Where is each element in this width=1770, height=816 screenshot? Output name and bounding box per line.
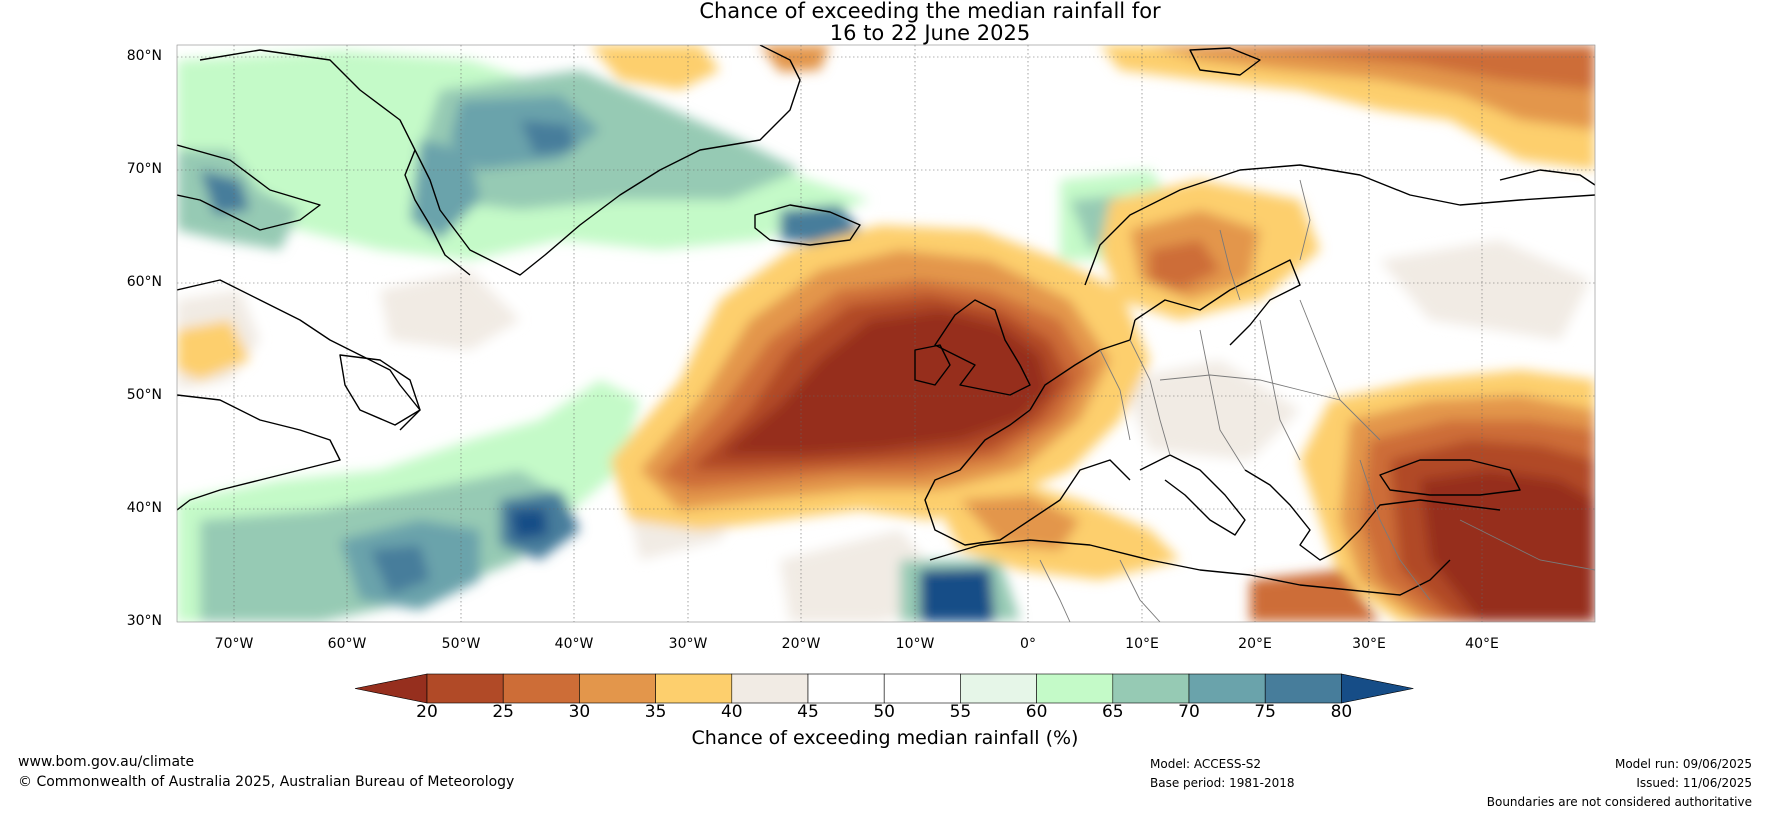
map-title-line-2: 16 to 22 June 2025	[829, 21, 1031, 45]
colorbar-segment	[883, 673, 961, 704]
base-period: Base period: 1981-2018	[1150, 776, 1295, 790]
colorbar-segment	[807, 673, 885, 704]
scandinavia	[1084, 164, 1595, 286]
colorbar-extend-low	[354, 673, 428, 704]
colorbar-segment	[502, 673, 580, 704]
colorbar-label: Chance of exceeding median rainfall (%)	[691, 727, 1079, 749]
colorbar-tick-label: 40	[720, 702, 743, 722]
colorbar-tick-label: 20	[416, 702, 438, 722]
country-borders	[1039, 179, 1595, 622]
lon-label-70w: 70°W	[214, 636, 254, 652]
lon-label-60w: 60°W	[327, 636, 367, 652]
lon-label-40e: 40°E	[1465, 636, 1499, 652]
greenland-west	[404, 149, 471, 276]
north-africa-coast	[929, 539, 1451, 596]
coastlines	[177, 45, 1595, 596]
baltic-coast	[1134, 259, 1301, 346]
lon-label-10w: 10°W	[895, 636, 935, 652]
colorbar-tick-label: 50	[873, 702, 895, 722]
graticule	[177, 45, 1595, 622]
lon-label-10e: 10°E	[1125, 636, 1159, 652]
lon-label-40w: 40°W	[554, 636, 594, 652]
baffin-island	[177, 144, 321, 231]
rainfall-anomaly-field	[177, 45, 1595, 622]
north-america-east	[177, 394, 341, 511]
labrador-coast	[177, 279, 421, 431]
colorbar-segment	[960, 673, 1037, 704]
iceland	[754, 204, 861, 246]
colorbar-segment	[731, 673, 809, 704]
colorbar-tick-label: 35	[644, 702, 667, 722]
lon-label-20e: 20°E	[1238, 636, 1272, 652]
black-sea-coast	[1379, 459, 1521, 496]
boundary-disclaimer: Boundaries are not considered authoritat…	[1486, 795, 1752, 809]
balkan-coast	[1244, 469, 1501, 561]
lat-label-50n: 50°N	[126, 387, 162, 403]
lon-label-0: 0°	[1020, 636, 1036, 652]
colorbar-tick-label: 80	[1330, 702, 1353, 722]
colorbar-segment	[426, 673, 504, 704]
colorbar-segment	[579, 673, 656, 704]
colorbar-segment	[1112, 673, 1190, 704]
colorbar-tick-label: 55	[949, 702, 972, 722]
novaya-zemlya	[1499, 169, 1595, 186]
greenland-coast	[199, 45, 801, 276]
model-run-date: Model run: 09/06/2025	[1614, 757, 1752, 771]
copyright-notice: © Commonwealth of Australia 2025, Austra…	[18, 774, 515, 790]
lat-label-30n: 30°N	[126, 613, 162, 629]
colorbar-tick-label: 30	[568, 702, 591, 722]
lat-label-80n: 80°N	[126, 48, 162, 64]
colorbar-tick-label: 75	[1254, 702, 1276, 722]
colorbar-tick-label: 70	[1178, 702, 1200, 722]
colorbar-extend-high	[1341, 673, 1414, 704]
colorbar-tick-label: 65	[1101, 702, 1124, 722]
lon-label-20w: 20°W	[781, 636, 821, 652]
lat-label-70n: 70°N	[126, 161, 162, 177]
newfoundland	[339, 354, 421, 426]
source-url: www.bom.gov.au/climate	[18, 754, 195, 770]
western-europe-coast	[1029, 319, 1136, 411]
colorbar-tick-label: 45	[797, 702, 819, 722]
iberia-coast	[924, 409, 1131, 546]
lon-label-50w: 50°W	[441, 636, 481, 652]
issued-date: Issued: 11/06/2025	[1636, 776, 1752, 790]
model-name: Model: ACCESS-S2	[1150, 757, 1262, 771]
lon-label-30w: 30°W	[668, 636, 708, 652]
lat-label-60n: 60°N	[126, 274, 162, 290]
colorbar-segment	[1264, 673, 1342, 704]
lon-label-30e: 30°E	[1352, 636, 1386, 652]
ireland	[914, 344, 951, 386]
italy-coast	[1139, 454, 1246, 536]
colorbar-tick-label: 60	[1025, 702, 1048, 722]
colorbar-segment	[1188, 673, 1266, 704]
lat-label-40n: 40°N	[126, 500, 162, 516]
colorbar-segment	[655, 673, 733, 704]
colorbar-segment	[1036, 673, 1114, 704]
svalbard	[1189, 47, 1261, 76]
great-britain	[934, 299, 1031, 396]
map-title-line-1: Chance of exceeding the median rainfall …	[699, 0, 1161, 23]
colorbar-tick-label: 25	[492, 702, 514, 722]
